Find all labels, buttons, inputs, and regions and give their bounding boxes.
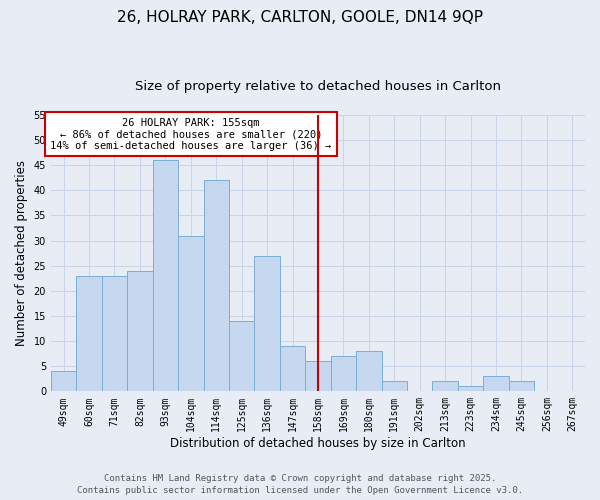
Bar	[433, 382, 458, 392]
Text: 26, HOLRAY PARK, CARLTON, GOOLE, DN14 9QP: 26, HOLRAY PARK, CARLTON, GOOLE, DN14 9Q…	[117, 10, 483, 25]
Bar	[178, 236, 203, 392]
Bar	[127, 271, 152, 392]
Bar	[509, 382, 534, 392]
Bar	[229, 321, 254, 392]
Bar	[280, 346, 305, 392]
Bar	[254, 256, 280, 392]
X-axis label: Distribution of detached houses by size in Carlton: Distribution of detached houses by size …	[170, 437, 466, 450]
Bar	[356, 351, 382, 392]
Text: Contains HM Land Registry data © Crown copyright and database right 2025.
Contai: Contains HM Land Registry data © Crown c…	[77, 474, 523, 495]
Bar	[458, 386, 483, 392]
Bar	[203, 180, 229, 392]
Bar	[102, 276, 127, 392]
Y-axis label: Number of detached properties: Number of detached properties	[15, 160, 28, 346]
Bar	[305, 361, 331, 392]
Bar	[483, 376, 509, 392]
Title: Size of property relative to detached houses in Carlton: Size of property relative to detached ho…	[135, 80, 501, 93]
Bar	[76, 276, 102, 392]
Bar	[152, 160, 178, 392]
Bar	[331, 356, 356, 392]
Bar	[382, 382, 407, 392]
Bar	[51, 371, 76, 392]
Text: 26 HOLRAY PARK: 155sqm
← 86% of detached houses are smaller (220)
14% of semi-de: 26 HOLRAY PARK: 155sqm ← 86% of detached…	[50, 118, 331, 150]
